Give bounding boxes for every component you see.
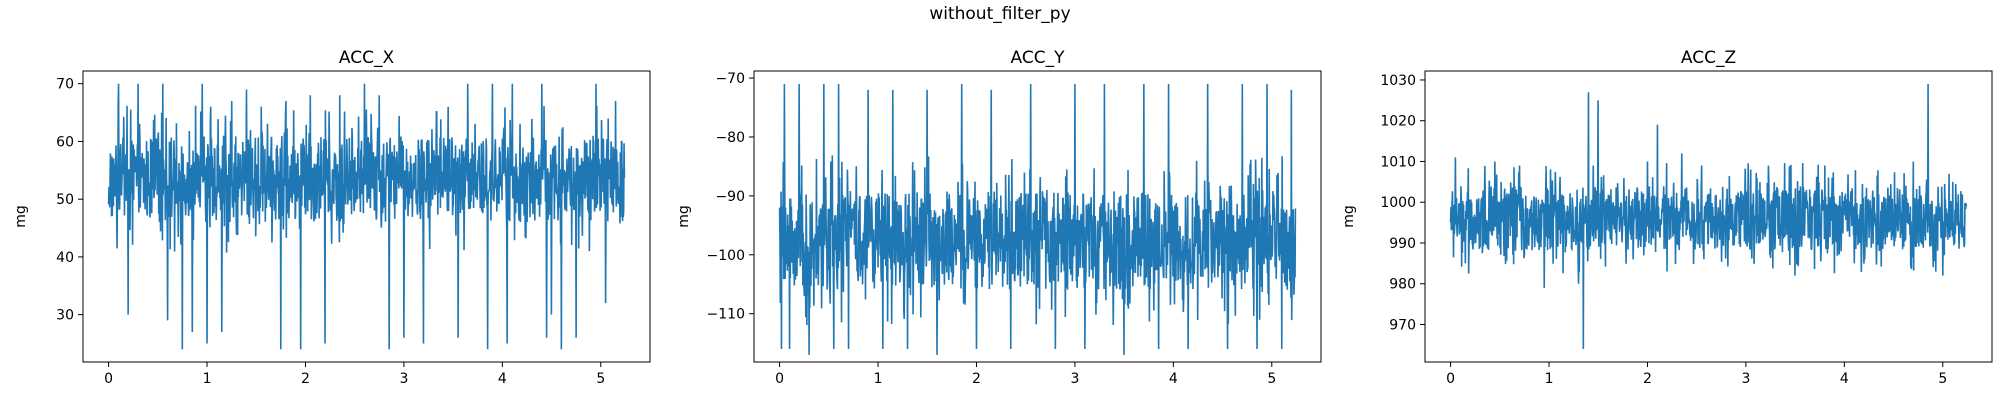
axes-frame	[753, 70, 1322, 363]
subplot-title: ACC_X	[339, 48, 395, 68]
x-tick-label: 3	[1741, 371, 1750, 387]
y-tick-label: −90	[715, 189, 745, 205]
figure-suptitle: without_filter_py	[929, 4, 1071, 24]
x-tick-label: 4	[1169, 371, 1178, 387]
x-tick-label: 5	[1267, 371, 1276, 387]
y-tick-label: 70	[56, 77, 74, 93]
y-tick-label: −110	[707, 307, 745, 323]
y-axis-label: mg	[676, 205, 692, 228]
x-tick-label: 5	[1938, 371, 1947, 387]
y-tick-label: −80	[715, 130, 745, 146]
subplot-title: ACC_Y	[1011, 48, 1066, 68]
y-tick-label: 30	[56, 308, 74, 324]
y-tick-label: −100	[707, 248, 745, 264]
y-axis-label: mg	[1341, 205, 1357, 228]
subplot-acc-y: ACC_Y 0 1 2 3 4 5 −110 −100 −90 −80 −70 mg	[676, 48, 1322, 387]
x-tick-label: 3	[1070, 371, 1079, 387]
y-tick-label: 50	[56, 192, 74, 208]
series-line	[778, 83, 1297, 355]
x-tick-label: 1	[203, 371, 212, 387]
y-tick-label: 970	[1389, 318, 1416, 334]
x-tick-label: 4	[498, 371, 507, 387]
y-axis-label: mg	[13, 205, 29, 228]
x-tick-label: 0	[104, 371, 113, 387]
y-tick-label: 980	[1389, 277, 1416, 293]
subplot-acc-x: ACC_X 0 1 2 3 4 5 30 40 50 60 70 mg	[13, 48, 651, 387]
y-tick-label: 1020	[1380, 114, 1416, 130]
series-line	[1449, 84, 1968, 349]
x-tick-label: 1	[1545, 371, 1554, 387]
y-tick-label: 40	[56, 250, 74, 266]
x-tick-label: 2	[301, 371, 310, 387]
y-tick-label: 60	[56, 134, 74, 150]
x-tick-label: 2	[1643, 371, 1652, 387]
y-tick-label: 1000	[1380, 195, 1416, 211]
y-tick-label: 1010	[1380, 154, 1416, 170]
axes-frame	[82, 70, 651, 363]
axes-frame	[1424, 70, 1993, 363]
x-tick-label: 3	[399, 371, 408, 387]
x-tick-label: 2	[972, 371, 981, 387]
x-tick-label: 5	[596, 371, 605, 387]
y-tick-label: 1030	[1380, 73, 1416, 89]
x-tick-label: 0	[775, 371, 784, 387]
x-tick-label: 0	[1446, 371, 1455, 387]
y-tick-label: 990	[1389, 236, 1416, 252]
x-tick-label: 4	[1840, 371, 1849, 387]
y-tick-label: −70	[715, 71, 745, 87]
x-tick-label: 1	[874, 371, 883, 387]
subplot-title: ACC_Z	[1681, 48, 1736, 68]
series-line	[107, 83, 626, 350]
subplot-acc-z: ACC_Z 0 1 2 3 4 5 970 980 990 1000 1010 1020 1030 mg	[1341, 48, 1993, 387]
